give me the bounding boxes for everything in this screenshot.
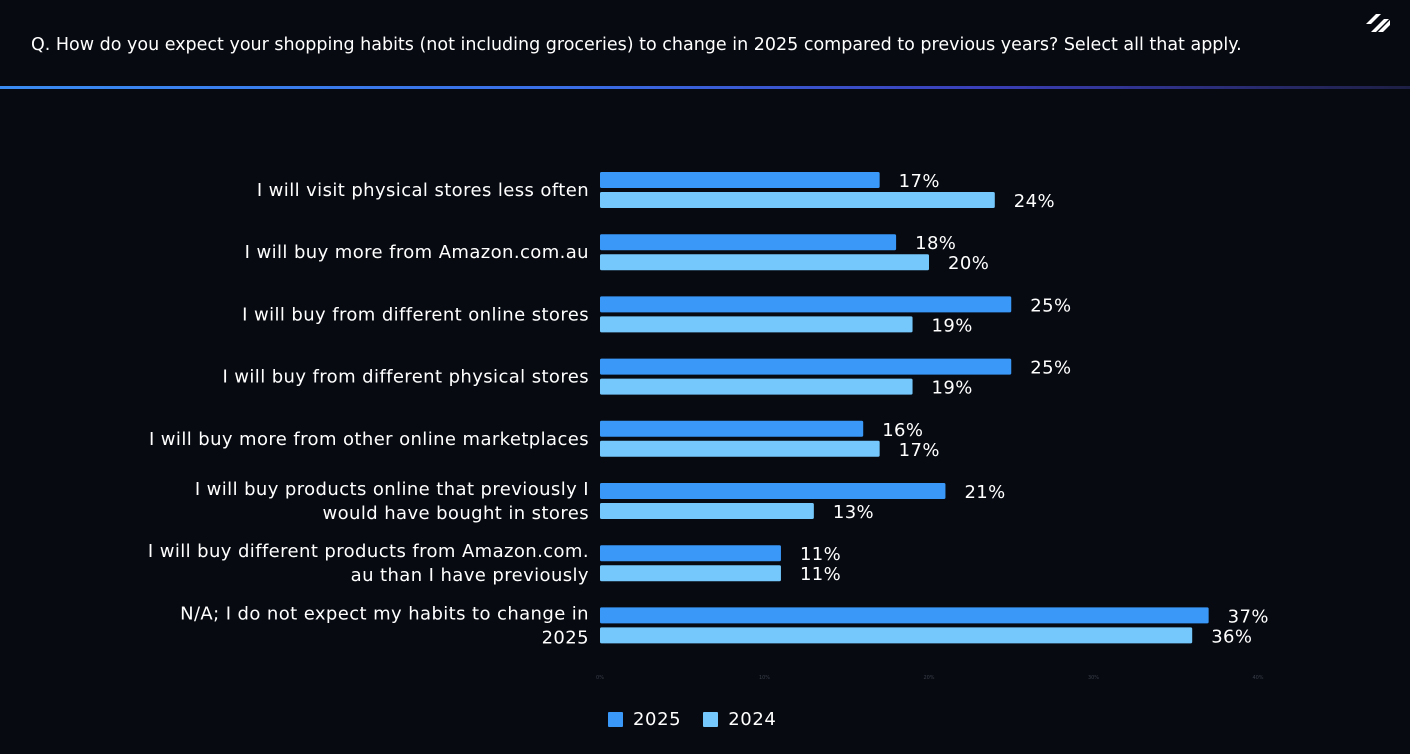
- bar-2024: [600, 503, 814, 519]
- category-label-line: would have bought in stores: [323, 503, 589, 524]
- category-label-line: I will buy different products from Amazo…: [148, 541, 589, 562]
- bar-chart: I will visit physical stores less often 1…: [148, 171, 1269, 681]
- category-label-line: N/A; I do not expect my habits to change…: [180, 603, 589, 624]
- bar-2024: [600, 192, 995, 208]
- bar-2025: [600, 172, 880, 188]
- bar-2025: [600, 607, 1209, 624]
- value-label-2024: 13%: [833, 502, 874, 523]
- slash-logo-icon: [1366, 14, 1390, 32]
- x-tick-label: 10%: [759, 675, 770, 681]
- legend-swatch-2024: [703, 712, 719, 727]
- chart-legend: 2025 2024: [608, 709, 776, 730]
- bar-2025: [600, 420, 864, 437]
- category-label: I will visit physical stores less often: [257, 180, 589, 201]
- category-label: I will buy more from Amazon.com.au: [245, 242, 589, 263]
- value-label-2024: 20%: [948, 253, 989, 274]
- value-label-2025: 16%: [882, 420, 923, 441]
- value-label-2025: 11%: [800, 544, 841, 565]
- bar-2024: [600, 316, 913, 333]
- bar-2024: [600, 440, 880, 457]
- category-label: I will buy more from other online market…: [149, 429, 589, 450]
- bar-2025: [600, 545, 781, 562]
- value-label-2024: 11%: [800, 564, 841, 585]
- bar-2024: [600, 627, 1193, 644]
- category-label: N/A; I do not expect my habits to change…: [180, 603, 589, 648]
- value-label-2024: 17%: [899, 440, 940, 461]
- x-tick-label: 40%: [1252, 675, 1263, 681]
- legend-label-2024: 2024: [728, 709, 777, 730]
- category-label: I will buy from different online stores: [242, 304, 589, 325]
- bar-2024: [600, 378, 913, 395]
- x-tick-label: 0%: [596, 675, 604, 681]
- category-label: I will buy from different physical store…: [222, 367, 589, 388]
- question-title: Q. How do you expect your shopping habit…: [31, 35, 1242, 55]
- category-label-line: I will buy products online that previous…: [195, 479, 589, 500]
- category-label: I will buy products online that previous…: [195, 479, 589, 524]
- bar-2025: [600, 358, 1012, 375]
- bar-2025: [600, 234, 897, 251]
- value-label-2025: 21%: [964, 482, 1005, 503]
- legend-label-2025: 2025: [633, 709, 682, 730]
- value-label-2025: 25%: [1030, 295, 1071, 316]
- value-label-2024: 19%: [932, 378, 973, 399]
- legend-item-2025[interactable]: 2025: [608, 709, 681, 730]
- category-label-line: au than I have previously: [351, 565, 589, 586]
- header-divider: [0, 86, 1410, 89]
- legend-swatch-2025: [608, 712, 623, 727]
- value-label-2025: 37%: [1228, 606, 1269, 627]
- value-label-2024: 24%: [1014, 191, 1055, 212]
- bar-2025: [600, 296, 1012, 313]
- x-tick-label: 30%: [1088, 675, 1099, 681]
- bar-2025: [600, 483, 946, 499]
- value-label-2025: 18%: [915, 233, 956, 254]
- value-label-2025: 17%: [899, 171, 940, 192]
- legend-item-2024[interactable]: 2024: [703, 709, 776, 730]
- x-tick-label: 20%: [923, 675, 934, 681]
- category-label-line: 2025: [542, 627, 589, 648]
- bar-2024: [600, 565, 781, 582]
- bar-2024: [600, 254, 929, 271]
- value-label-2024: 19%: [932, 315, 973, 336]
- category-label: I will buy different products from Amazo…: [148, 541, 589, 586]
- value-label-2025: 25%: [1030, 358, 1071, 379]
- value-label-2024: 36%: [1211, 626, 1252, 647]
